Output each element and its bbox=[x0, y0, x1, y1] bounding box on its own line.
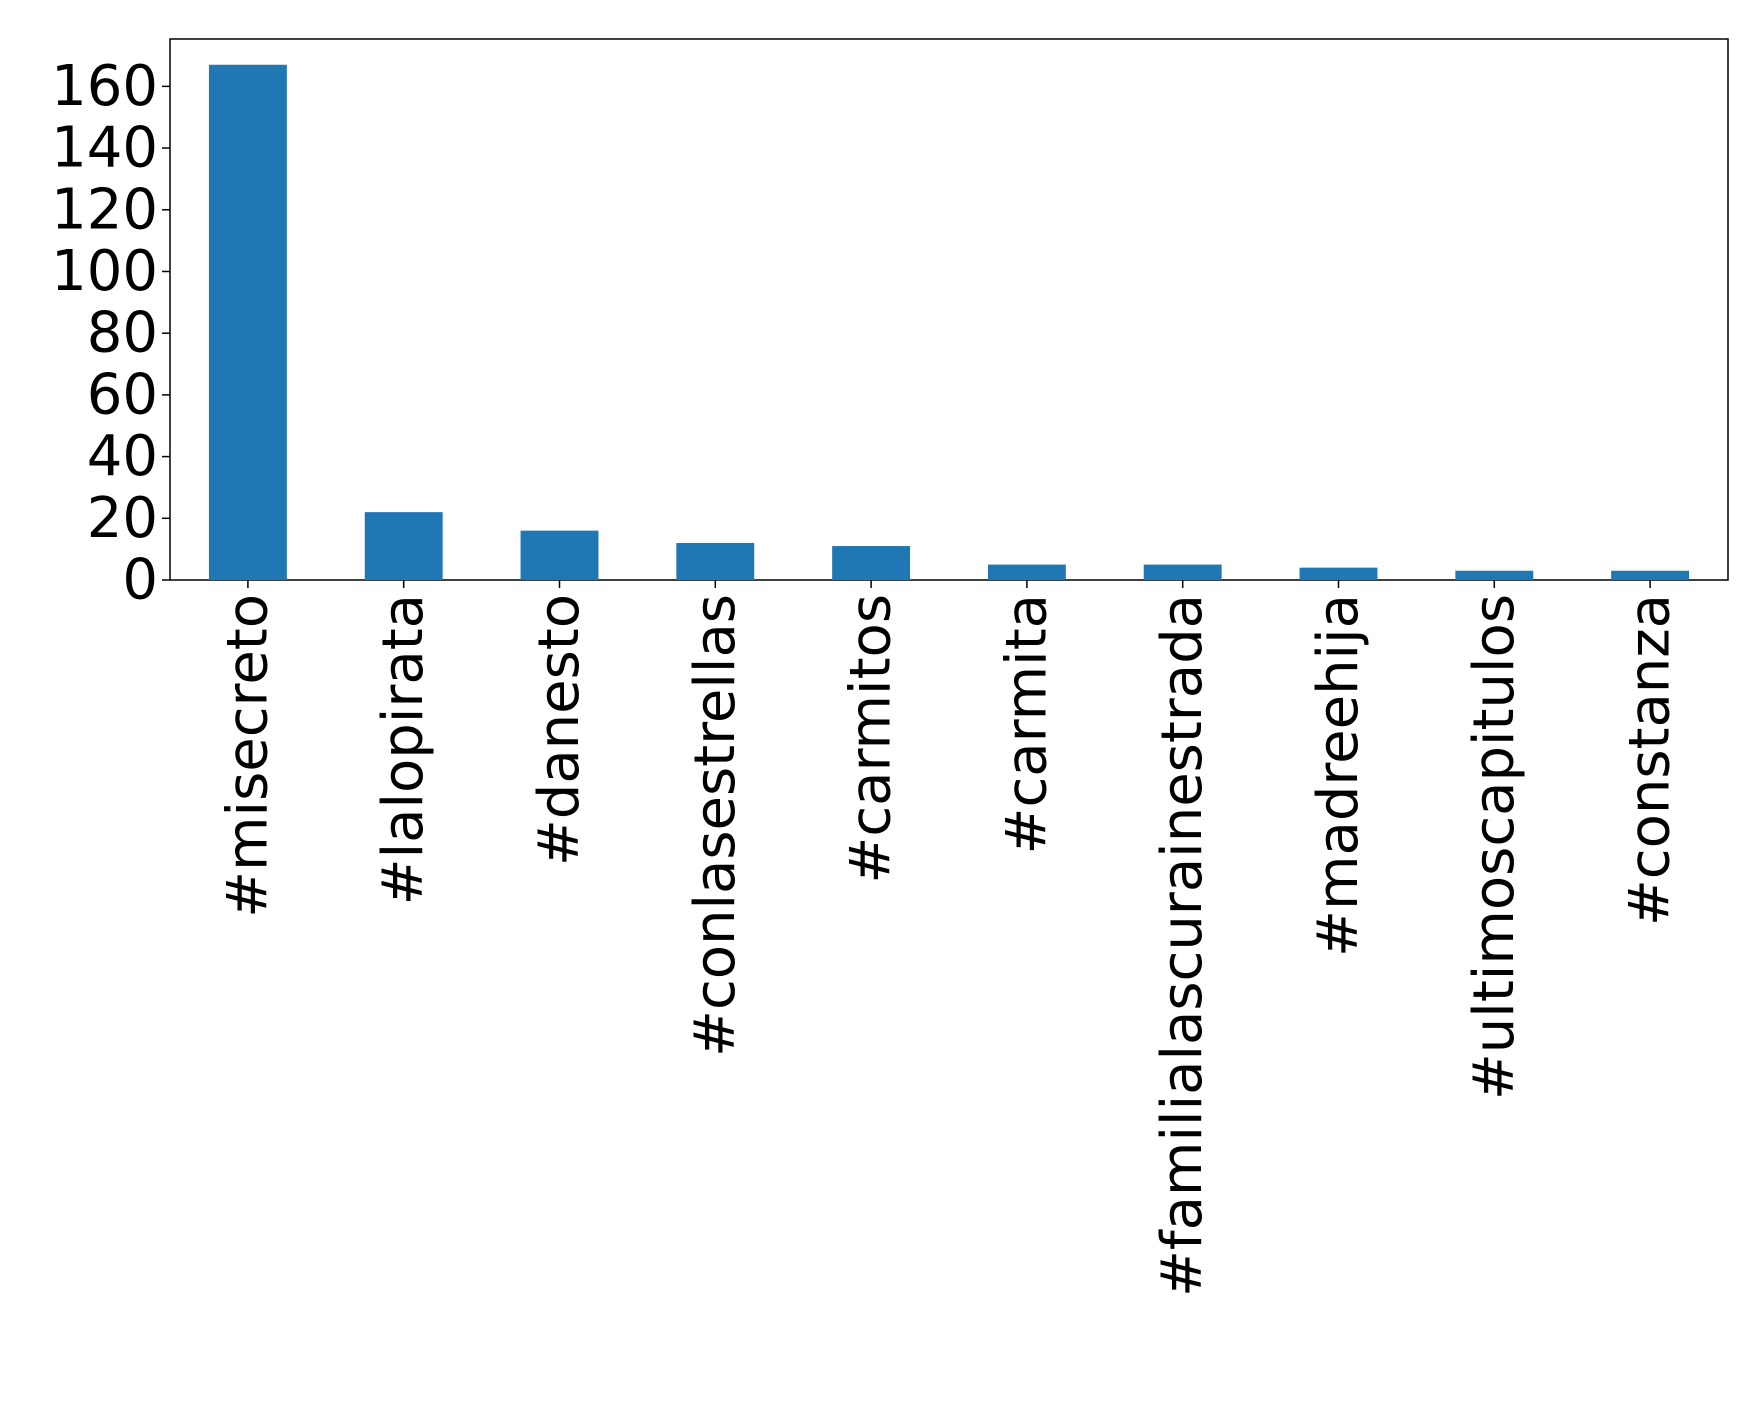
y-tick-label: 0 bbox=[122, 548, 158, 613]
y-tick-label: 20 bbox=[87, 486, 158, 551]
x-tick-label: #lalopirata bbox=[371, 594, 436, 905]
bar bbox=[364, 512, 443, 580]
bar bbox=[987, 564, 1066, 580]
y-tick-label: 160 bbox=[51, 54, 158, 119]
x-tick-label: #carmita bbox=[994, 594, 1059, 854]
y-tick-label: 140 bbox=[51, 116, 158, 181]
x-tick-label: #constanza bbox=[1618, 594, 1683, 926]
y-tick-label: 80 bbox=[87, 301, 158, 366]
y-tick-label: 60 bbox=[87, 362, 158, 427]
x-tick-label: #conlasestrellas bbox=[683, 594, 748, 1057]
bar bbox=[676, 542, 755, 580]
bar bbox=[520, 530, 599, 580]
bar bbox=[1611, 570, 1690, 580]
x-tick-label: #misecreto bbox=[215, 594, 280, 918]
y-tick-label: 120 bbox=[51, 177, 158, 242]
x-tick-label: #carmitos bbox=[839, 594, 904, 884]
y-tick-label: 100 bbox=[51, 239, 158, 304]
x-tick-label: #danesto bbox=[527, 594, 592, 866]
bar bbox=[832, 546, 911, 580]
y-tick-label: 40 bbox=[87, 424, 158, 489]
x-tick-label: #ultimoscapitulos bbox=[1462, 594, 1527, 1100]
x-tick-label: #familialascurainestrada bbox=[1150, 594, 1215, 1297]
x-tick-label: #madreehija bbox=[1306, 594, 1371, 957]
bar bbox=[1143, 564, 1222, 580]
bar bbox=[1299, 567, 1378, 580]
bar bbox=[1455, 570, 1534, 580]
plot-frame bbox=[169, 38, 1729, 581]
bar bbox=[208, 64, 287, 580]
